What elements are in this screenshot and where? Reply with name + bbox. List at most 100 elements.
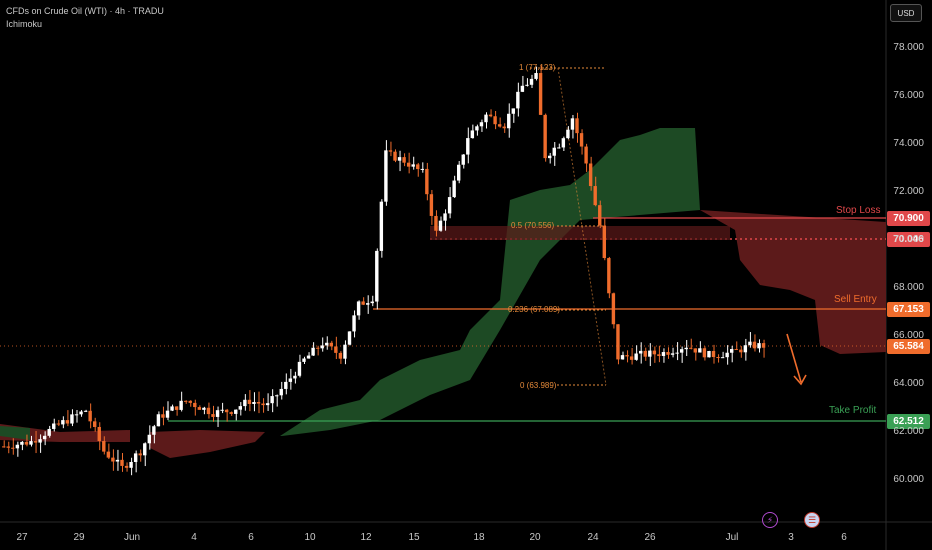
candle-body xyxy=(20,441,24,445)
candle-body xyxy=(234,409,238,414)
candle-body xyxy=(634,353,638,360)
candle-body xyxy=(689,347,693,349)
candle-body xyxy=(124,465,129,468)
candle-body xyxy=(552,147,556,156)
candle-body xyxy=(120,459,124,466)
candle-body xyxy=(625,355,629,357)
down-arrow xyxy=(786,333,802,383)
down-arrow-head xyxy=(793,374,807,386)
candle-body xyxy=(229,412,233,414)
candle-body xyxy=(716,357,720,359)
candle-body xyxy=(361,301,365,305)
candle-body xyxy=(156,414,161,427)
candle-body xyxy=(575,118,579,134)
resistance-zone xyxy=(430,226,730,240)
candle-body xyxy=(88,410,92,422)
candle-body xyxy=(6,446,10,448)
candle-body xyxy=(588,163,593,187)
indicator-label[interactable]: Ichimoku xyxy=(6,19,43,29)
candle-body xyxy=(452,180,456,198)
candle-body xyxy=(761,343,766,348)
candle-body xyxy=(347,331,352,345)
candle-body xyxy=(143,443,147,456)
time-tick-label: 18 xyxy=(473,532,485,543)
us-flag-icon[interactable]: ☰ xyxy=(804,512,820,528)
candle-body xyxy=(252,402,256,404)
candle-body xyxy=(520,85,525,92)
take-profit-label: Take Profit xyxy=(829,405,877,416)
candle-body xyxy=(256,402,261,404)
candle-body xyxy=(730,349,734,353)
candle-body xyxy=(507,113,511,129)
candle-body xyxy=(56,423,60,425)
candle-body xyxy=(325,342,329,346)
candle-body xyxy=(684,347,688,350)
candle-body xyxy=(79,411,83,415)
candle-body xyxy=(497,124,502,127)
candle-body xyxy=(648,350,652,357)
time-tick-label: 6 xyxy=(841,532,847,543)
candle-body xyxy=(639,350,643,354)
fib-0236-label: 0.236 (67.089) xyxy=(508,305,561,314)
candle-body xyxy=(611,293,616,325)
candle-body xyxy=(752,341,757,349)
candle-body xyxy=(493,116,497,125)
candle-body xyxy=(402,157,406,163)
price-tick-label: 76.000 xyxy=(893,90,924,101)
candle-body xyxy=(570,118,575,130)
candle-body xyxy=(406,162,411,167)
candle-body xyxy=(24,441,29,445)
time-tick-label: 27 xyxy=(16,532,28,543)
candle-body xyxy=(388,150,393,152)
time-tick-label: 6 xyxy=(248,532,254,543)
candle-body xyxy=(293,375,297,379)
candle-body xyxy=(466,138,470,155)
candle-body xyxy=(598,205,602,226)
candle-body xyxy=(561,138,566,148)
candle-body xyxy=(529,78,534,85)
candle-body xyxy=(211,414,215,417)
candle-body xyxy=(411,164,415,167)
candle-body xyxy=(193,402,197,408)
candle-body xyxy=(161,414,165,418)
currency-button[interactable]: USD xyxy=(890,4,922,22)
candle-body xyxy=(593,186,597,206)
candle-body xyxy=(184,400,188,402)
candle-body xyxy=(438,220,443,231)
price-tick-label: 64.000 xyxy=(893,378,924,389)
candle-body xyxy=(584,146,588,164)
ichimoku-cloud-bull xyxy=(0,426,30,440)
candle-body xyxy=(447,197,452,214)
ichimoku-cloud-bear xyxy=(0,424,130,442)
candle-body xyxy=(720,357,725,359)
candle-body xyxy=(65,420,70,424)
candle-body xyxy=(170,406,174,411)
price-tick-label: 60.000 xyxy=(893,474,924,485)
candle-body xyxy=(243,399,247,407)
current-price-tag: 65.584 xyxy=(887,339,930,354)
candle-body xyxy=(133,453,138,462)
candle-body xyxy=(302,358,306,362)
candle-body xyxy=(607,258,611,294)
candle-body xyxy=(320,345,324,349)
lightning-icon[interactable]: ⚡ xyxy=(762,512,778,528)
candle-body xyxy=(311,347,315,356)
candle-body xyxy=(620,355,625,360)
candle-body xyxy=(602,225,606,259)
fib-diagonal xyxy=(557,67,607,386)
candle-body xyxy=(215,410,220,417)
candle-body xyxy=(470,130,475,139)
candle-body xyxy=(379,201,384,251)
time-tick-label: Jun xyxy=(123,532,141,543)
candle-body xyxy=(479,122,484,127)
candle-body xyxy=(502,126,506,129)
price-tick-label: 62.000 xyxy=(893,426,924,437)
price-tick-label: 74.000 xyxy=(893,138,924,149)
sell-entry-label: Sell Entry xyxy=(834,294,877,305)
candle-body xyxy=(484,114,488,123)
candle-body xyxy=(284,381,288,389)
candle-body xyxy=(652,350,657,355)
candle-body xyxy=(488,114,493,117)
time-tick-label: 26 xyxy=(644,532,656,543)
